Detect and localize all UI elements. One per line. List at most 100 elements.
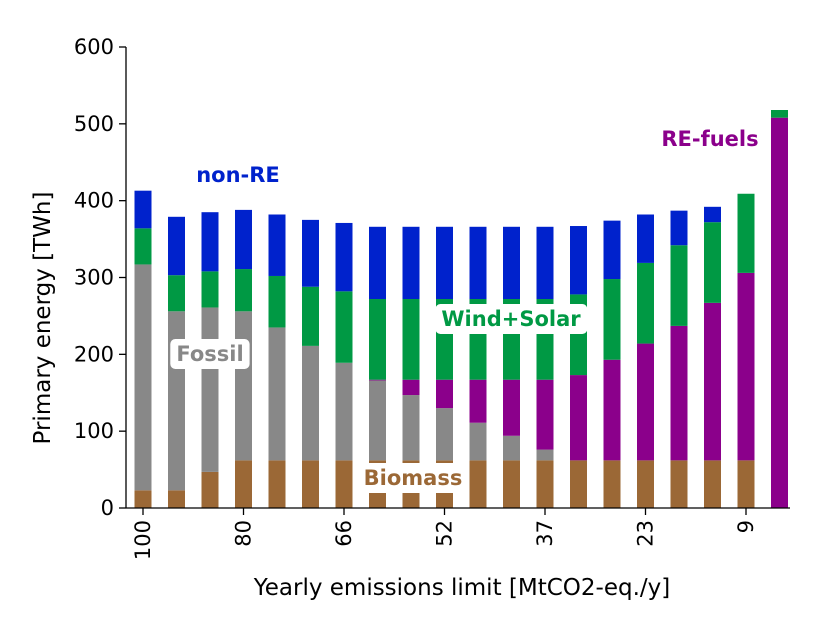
bar-segment-non-re bbox=[436, 226, 453, 300]
bar-segment-biomass bbox=[737, 460, 755, 508]
bar-segment-re-fuels bbox=[603, 359, 621, 461]
bar-segment-fossil bbox=[201, 307, 219, 472]
bar-segment-re-fuels bbox=[402, 379, 420, 396]
bar-segment-wind-solar bbox=[235, 269, 252, 312]
bar-segment-re-fuels bbox=[369, 379, 386, 381]
bar-segment-non-re bbox=[335, 222, 353, 292]
annotation-re-fuels: RE-fuels bbox=[661, 127, 758, 151]
bar-segment-wind-solar bbox=[302, 286, 319, 346]
bar-segment-non-re bbox=[201, 212, 219, 272]
bar-segment-fossil bbox=[536, 449, 554, 461]
x-tick-label: 23 bbox=[634, 520, 658, 547]
bar-segment-non-re bbox=[503, 226, 520, 300]
y-tick-label: 400 bbox=[74, 189, 114, 213]
bar-segment-fossil bbox=[369, 380, 386, 461]
bar-segment-non-re bbox=[369, 226, 386, 300]
bar-segment-biomass bbox=[335, 460, 353, 508]
bar-segment-non-re bbox=[168, 216, 185, 276]
annotation-fossil-box bbox=[170, 339, 250, 369]
bar-segment-re-fuels bbox=[436, 379, 453, 409]
bar-segment-fossil bbox=[302, 345, 319, 461]
bar-segment-biomass bbox=[235, 460, 252, 508]
bar-segment-wind-solar bbox=[268, 275, 286, 328]
bar-segment-biomass bbox=[570, 460, 587, 508]
bar-segment-fossil bbox=[335, 362, 353, 461]
bar-segment-fossil bbox=[134, 264, 152, 491]
bar-segment-fossil bbox=[402, 395, 420, 461]
bar-segment-biomass bbox=[670, 460, 688, 508]
bar-segment-biomass bbox=[168, 490, 185, 508]
x-tick-label: 100 bbox=[131, 520, 155, 560]
bar-segment-non-re bbox=[268, 214, 286, 276]
bar-segment-non-re bbox=[536, 226, 554, 300]
bar-segment-wind-solar bbox=[670, 245, 688, 326]
bar-segment-fossil bbox=[469, 422, 487, 461]
bar-segment-fossil bbox=[268, 327, 286, 461]
bar-segment-re-fuels bbox=[503, 379, 520, 436]
bar-segment-wind-solar bbox=[637, 262, 654, 344]
bar-segment-biomass bbox=[134, 490, 152, 508]
bar-segment-wind-solar bbox=[771, 110, 788, 118]
bar-segment-non-re bbox=[670, 210, 688, 246]
annotation-wind-solar: Wind+Solar bbox=[441, 307, 581, 331]
bar-segment-non-re bbox=[637, 214, 654, 263]
y-tick-label: 100 bbox=[74, 419, 114, 443]
bar-segment-wind-solar bbox=[402, 299, 420, 380]
annotation-biomass: Biomass bbox=[364, 466, 463, 490]
bar-segment-wind-solar bbox=[335, 291, 353, 363]
bar-segment-wind-solar bbox=[737, 193, 755, 273]
bar-segment-wind-solar bbox=[603, 279, 621, 360]
bar-segment-fossil bbox=[168, 311, 185, 491]
bar-segment-re-fuels bbox=[536, 379, 554, 450]
x-tick-label: 66 bbox=[332, 520, 356, 547]
y-tick-label: 0 bbox=[101, 496, 114, 520]
annotation-non-re: non-RE bbox=[196, 163, 280, 187]
bars-group bbox=[134, 110, 788, 508]
x-tick-label: 80 bbox=[232, 520, 256, 547]
bar-segment-non-re bbox=[134, 190, 152, 229]
y-tick-label: 500 bbox=[74, 112, 114, 136]
annotation-fossil: Fossil bbox=[176, 342, 243, 366]
y-tick-label: 600 bbox=[74, 35, 114, 59]
bar-segment-re-fuels bbox=[570, 375, 587, 461]
annotation-biomass-box bbox=[357, 463, 469, 493]
bar-segment-re-fuels bbox=[771, 117, 788, 508]
bar-segment-biomass bbox=[201, 471, 219, 508]
bar-segment-biomass bbox=[469, 460, 487, 508]
bar-segment-biomass bbox=[637, 460, 654, 508]
bar-segment-wind-solar bbox=[201, 271, 219, 308]
x-axis-label: Yearly emissions limit [MtCO2-eq./y] bbox=[253, 575, 670, 601]
bar-segment-fossil bbox=[235, 311, 252, 461]
bar-segment-biomass bbox=[603, 460, 621, 508]
bar-segment-re-fuels bbox=[737, 272, 755, 461]
y-axis-label: Primary energy [TWh] bbox=[30, 192, 56, 445]
bar-segment-re-fuels bbox=[670, 325, 688, 461]
x-tick-label: 37 bbox=[533, 520, 557, 547]
bar-segment-biomass bbox=[704, 460, 721, 508]
annotations-group: non-RE Fossil Wind+Solar Biomass RE-fuels bbox=[170, 127, 759, 493]
x-axis: 100 80 66 52 37 23 9 bbox=[126, 507, 790, 560]
bar-segment-non-re bbox=[469, 226, 487, 300]
bar-segment-non-re bbox=[570, 226, 587, 295]
bar-segment-wind-solar bbox=[369, 299, 386, 380]
bar-segment-non-re bbox=[402, 226, 420, 300]
bar-segment-wind-solar bbox=[168, 275, 185, 312]
annotation-wind-solar-box bbox=[435, 304, 588, 334]
bar-segment-non-re bbox=[704, 206, 721, 223]
bar-segment-wind-solar bbox=[134, 228, 152, 265]
y-tick-label: 200 bbox=[74, 342, 114, 366]
bar-segment-biomass bbox=[268, 460, 286, 508]
bar-segment-wind-solar bbox=[704, 222, 721, 303]
y-axis: 0 100 200 300 400 500 600 bbox=[74, 35, 127, 520]
bar-segment-re-fuels bbox=[704, 302, 721, 461]
bar-segment-non-re bbox=[603, 220, 621, 280]
bar-segment-fossil bbox=[503, 435, 520, 461]
bar-segment-non-re bbox=[302, 219, 319, 287]
bar-segment-re-fuels bbox=[637, 343, 654, 461]
y-tick-label: 300 bbox=[74, 266, 114, 290]
x-tick-label: 52 bbox=[433, 520, 457, 547]
bar-segment-biomass bbox=[536, 460, 554, 508]
x-tick-label: 9 bbox=[734, 520, 758, 533]
bar-segment-biomass bbox=[503, 460, 520, 508]
